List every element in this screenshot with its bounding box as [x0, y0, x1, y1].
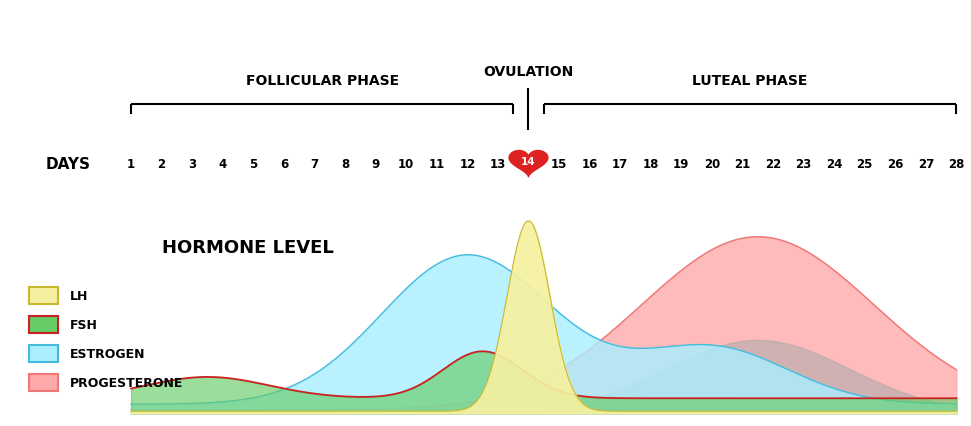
Text: 4: 4: [218, 158, 227, 170]
Polygon shape: [509, 151, 548, 177]
Text: HORMONE LEVEL: HORMONE LEVEL: [162, 238, 333, 256]
Text: DAYS: DAYS: [46, 156, 90, 172]
Text: FSH: FSH: [70, 319, 98, 331]
Text: 27: 27: [918, 158, 934, 170]
Text: ESTROGEN: ESTROGEN: [70, 348, 146, 360]
Text: FOLLICULAR PHASE: FOLLICULAR PHASE: [246, 73, 399, 87]
Text: LH: LH: [70, 290, 88, 302]
Text: 10: 10: [398, 158, 415, 170]
Text: 12: 12: [459, 158, 476, 170]
Text: 21: 21: [734, 158, 751, 170]
Text: 22: 22: [765, 158, 781, 170]
Text: 25: 25: [856, 158, 873, 170]
FancyBboxPatch shape: [29, 345, 58, 363]
Text: OVULATION: OVULATION: [484, 65, 574, 79]
Text: 14: 14: [521, 157, 536, 167]
FancyBboxPatch shape: [29, 374, 58, 391]
Text: 13: 13: [489, 158, 506, 170]
Text: 15: 15: [551, 158, 567, 170]
Text: 1: 1: [127, 158, 135, 170]
Text: 5: 5: [250, 158, 257, 170]
FancyBboxPatch shape: [29, 317, 58, 334]
Text: 28: 28: [949, 158, 964, 170]
FancyBboxPatch shape: [29, 288, 58, 305]
Text: 11: 11: [428, 158, 445, 170]
Text: 9: 9: [372, 158, 380, 170]
Text: 8: 8: [341, 158, 350, 170]
Text: 6: 6: [280, 158, 288, 170]
Text: 20: 20: [704, 158, 720, 170]
Text: LUTEAL PHASE: LUTEAL PHASE: [692, 73, 808, 87]
Text: PROGESTERONE: PROGESTERONE: [70, 377, 184, 389]
Text: 7: 7: [311, 158, 318, 170]
Text: 16: 16: [582, 158, 598, 170]
Text: 23: 23: [795, 158, 812, 170]
Text: 26: 26: [887, 158, 903, 170]
Text: 2: 2: [157, 158, 166, 170]
Text: 17: 17: [612, 158, 628, 170]
Text: 3: 3: [188, 158, 196, 170]
Text: 24: 24: [826, 158, 843, 170]
Text: 19: 19: [673, 158, 689, 170]
Text: 18: 18: [643, 158, 659, 170]
